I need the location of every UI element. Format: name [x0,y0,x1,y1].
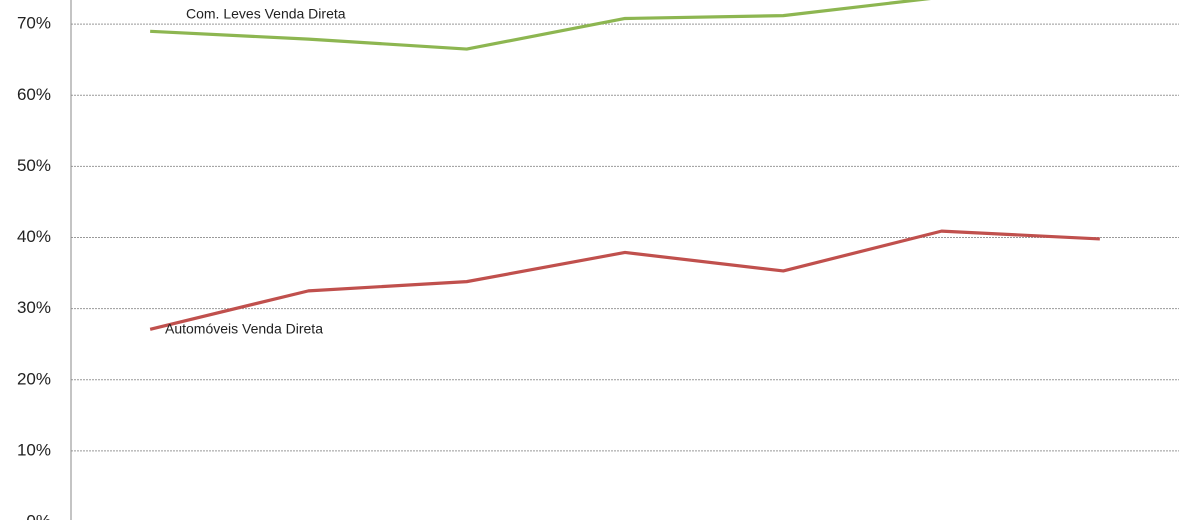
y-tick-label: 60% [17,85,51,104]
plot-area [149,0,1100,331]
y-tick-label: 70% [17,14,51,33]
y-tick-label: 20% [17,369,51,388]
grid [71,23,1179,452]
series-label: Automóveis Venda Direta [165,321,323,337]
series-line [150,0,932,51]
y-tick-label: 30% [17,298,51,317]
series-label: Com. Leves Venda Direta [186,6,346,22]
y-tick-label: 10% [17,440,51,459]
y-tick-label: 40% [17,227,51,246]
y-tick-label: 0% [26,511,51,520]
series-line [149,229,1100,331]
y-tick-label: 50% [17,156,51,175]
